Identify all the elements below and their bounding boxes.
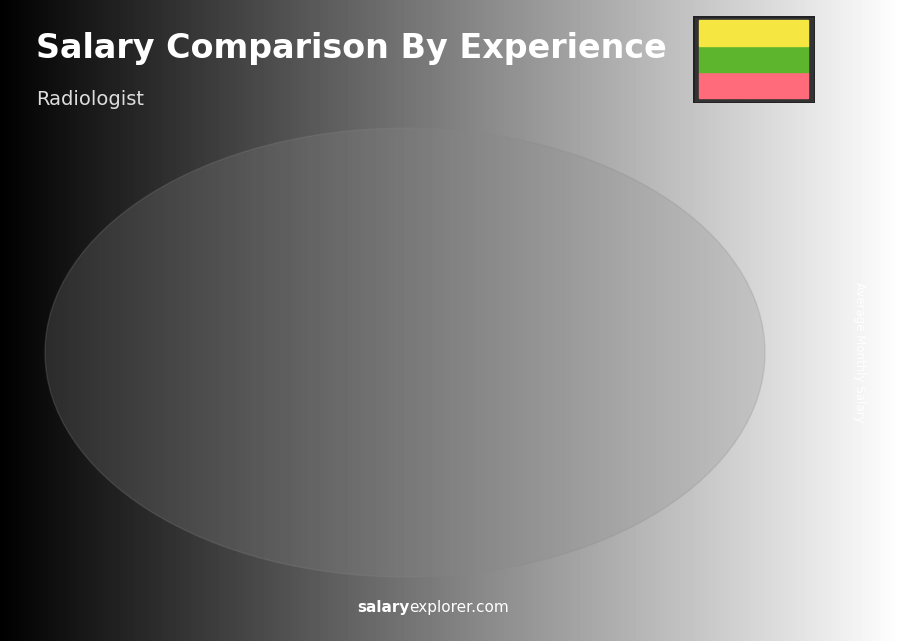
Polygon shape [623, 284, 640, 547]
Polygon shape [49, 483, 131, 498]
Text: 2 to 5: 2 to 5 [194, 570, 241, 585]
Polygon shape [114, 483, 131, 547]
Text: Average Monthly Salary: Average Monthly Salary [853, 282, 866, 423]
Bar [176, 448, 242, 547]
Text: 20+ Years: 20+ Years [684, 570, 767, 585]
Text: 0 LTL: 0 LTL [702, 263, 732, 276]
Bar [699, 21, 808, 46]
Text: 10 to 15: 10 to 15 [437, 570, 506, 585]
Text: +nan%: +nan% [343, 287, 462, 325]
FancyBboxPatch shape [693, 16, 814, 103]
Text: 0 LTL: 0 LTL [575, 313, 605, 326]
Polygon shape [176, 433, 258, 448]
Bar [430, 348, 496, 547]
Text: < 2 Years: < 2 Years [51, 570, 129, 585]
Text: 0 LTL: 0 LTL [67, 512, 96, 526]
Text: explorer.com: explorer.com [410, 601, 509, 615]
Text: 0 LTL: 0 LTL [321, 413, 351, 426]
Text: Radiologist: Radiologist [36, 90, 144, 109]
Text: +nan%: +nan% [471, 237, 589, 276]
Bar [699, 72, 808, 98]
Bar [684, 249, 751, 547]
Text: +nan%: +nan% [216, 337, 335, 375]
Bar [699, 46, 808, 72]
Polygon shape [302, 383, 385, 398]
Text: 15 to 20: 15 to 20 [564, 570, 633, 585]
Polygon shape [369, 383, 385, 547]
Bar [49, 498, 114, 547]
Text: Salary Comparison By Experience: Salary Comparison By Experience [36, 32, 667, 65]
Bar [557, 299, 623, 547]
Polygon shape [684, 234, 767, 249]
Text: 0 LTL: 0 LTL [448, 363, 478, 376]
Polygon shape [557, 284, 640, 299]
Text: +nan%: +nan% [598, 187, 716, 226]
Text: +nan%: +nan% [89, 387, 207, 425]
Ellipse shape [45, 128, 765, 577]
Polygon shape [242, 433, 258, 547]
Polygon shape [430, 334, 512, 348]
Text: salary: salary [357, 601, 410, 615]
Polygon shape [496, 334, 512, 547]
Bar [302, 398, 369, 547]
Text: 5 to 10: 5 to 10 [315, 570, 374, 585]
Text: 0 LTL: 0 LTL [194, 463, 223, 476]
Polygon shape [751, 234, 767, 547]
